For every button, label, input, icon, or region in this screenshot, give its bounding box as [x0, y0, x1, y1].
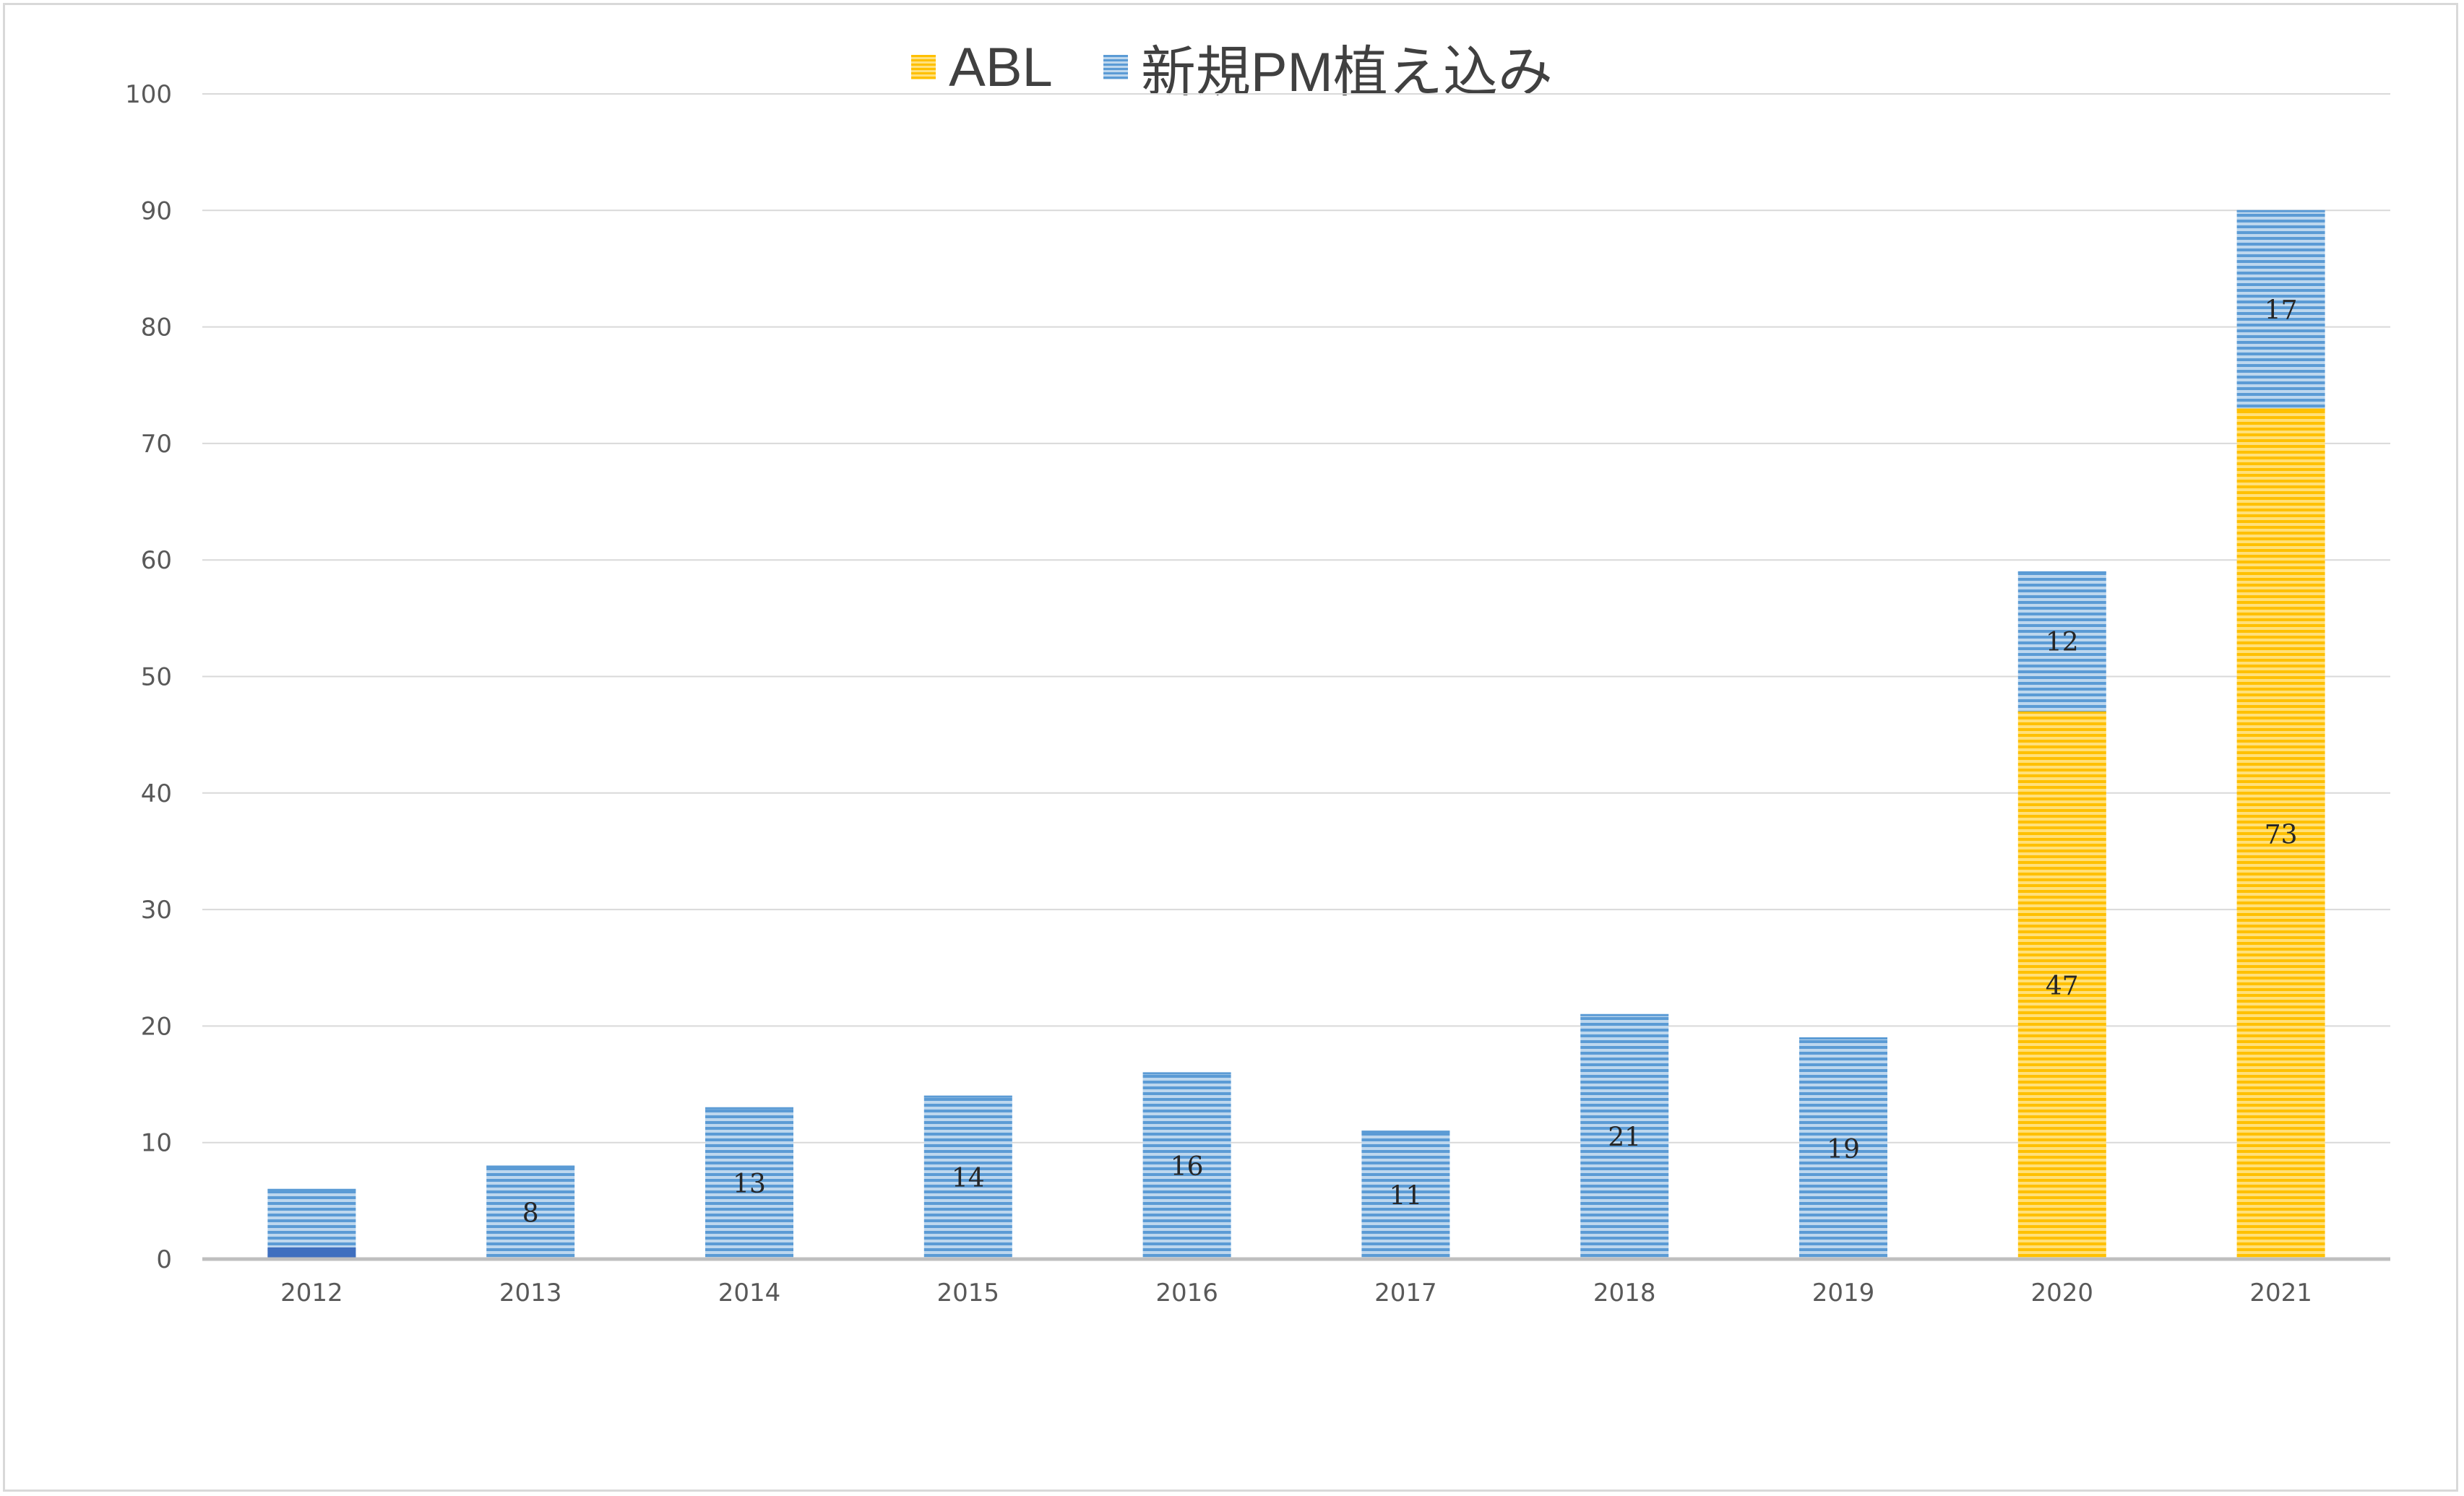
bars: [267, 209, 2325, 1259]
y-tick-label: 40: [141, 779, 172, 808]
bar-base-segment: [267, 1247, 356, 1259]
data-label: 19: [1827, 1135, 1860, 1164]
y-tick-label: 30: [141, 896, 172, 925]
y-tick-label: 20: [141, 1012, 172, 1041]
x-tick-label: 2017: [1374, 1279, 1437, 1307]
y-tick-label: 60: [141, 546, 172, 575]
legend-label-abl: ABL: [949, 36, 1053, 98]
axes: 0 10 20 30 40 50 60 70 80 90 100 2012 2013 2014 2015 20…: [125, 80, 2390, 1307]
x-tick-label: 2018: [1593, 1279, 1656, 1307]
x-tick-label: 2015: [937, 1279, 1000, 1307]
bar-pm: [1799, 1037, 1887, 1259]
legend: ABL 新規PM植え込み: [0, 27, 2464, 107]
bar-pm: [486, 1165, 575, 1259]
bar-pm: [1361, 1130, 1450, 1259]
legend-swatch-abl: [911, 55, 936, 79]
x-tick-label: 2016: [1155, 1279, 1218, 1307]
y-tick-label: 70: [141, 430, 172, 459]
bar-pm: [2017, 571, 2106, 712]
data-label: 8: [522, 1198, 539, 1228]
data-label: 73: [2265, 820, 2298, 849]
y-tick-label: 0: [156, 1245, 172, 1274]
data-label: 11: [1389, 1181, 1422, 1211]
y-tick-label: 100: [125, 80, 172, 109]
bar-pm: [705, 1107, 793, 1259]
x-tick-label: 2013: [499, 1279, 562, 1307]
y-tick-label: 10: [141, 1129, 172, 1158]
data-label: 17: [2265, 295, 2298, 325]
legend-swatch-pm: [1103, 55, 1128, 79]
data-label: 16: [1171, 1152, 1204, 1182]
x-tick-label: 2012: [280, 1279, 343, 1307]
bar-abl: [2017, 711, 2106, 1259]
x-tick-label: 2020: [2031, 1279, 2094, 1307]
data-label: 12: [2046, 628, 2079, 657]
x-tick-label: 2014: [718, 1279, 781, 1307]
bar-pm: [1142, 1072, 1231, 1259]
data-label: 21: [1608, 1123, 1641, 1153]
data-label: 47: [2046, 972, 2079, 1001]
data-labels: 8 13 14 16 11 21 19 47 12 73 17: [522, 295, 2298, 1228]
y-tick-label: 90: [141, 196, 172, 225]
y-tick-label: 80: [141, 314, 172, 342]
bar-pm: [2236, 210, 2325, 409]
legend-label-pm: 新規PM植え込み: [1140, 42, 1553, 103]
bar-abl: [2236, 408, 2325, 1259]
data-label: 14: [952, 1164, 985, 1193]
data-label: 13: [733, 1169, 766, 1199]
y-tick-label: 50: [141, 663, 172, 692]
legend-item-pm: 新規PM植え込み: [1103, 27, 1553, 107]
bar-pm: [1580, 1014, 1669, 1259]
x-tick-label: 2021: [2249, 1279, 2312, 1307]
x-tick-label: 2019: [1812, 1279, 1875, 1307]
bar-pm: [923, 1096, 1012, 1259]
legend-item-abl: ABL: [911, 36, 1053, 99]
